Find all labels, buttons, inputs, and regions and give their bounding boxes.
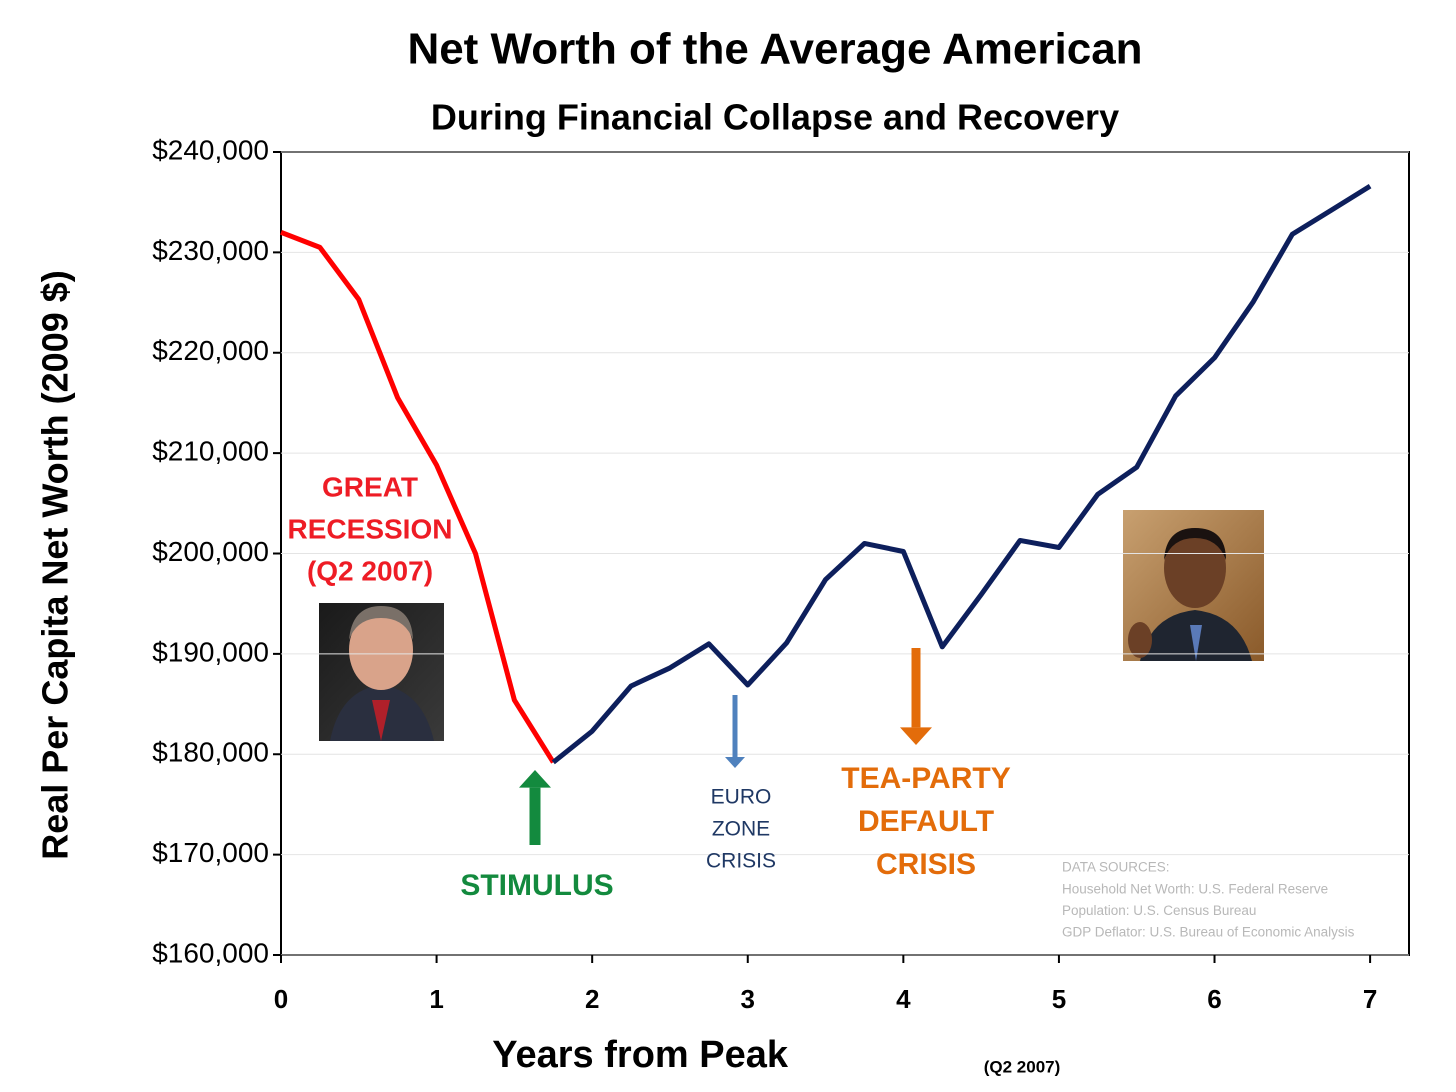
- data-source: DATA SOURCES:: [1062, 860, 1170, 875]
- y-tick-label: $220,000: [152, 335, 269, 366]
- y-tick-label: $180,000: [152, 737, 269, 768]
- stimulus-arrow-head: [519, 770, 551, 788]
- x-tick-label: 3: [741, 984, 755, 1014]
- series-line: [280, 229, 556, 764]
- chart-title: Net Worth of the Average American: [407, 25, 1142, 74]
- y-tick-label: $190,000: [152, 636, 269, 667]
- annotation: CRISIS: [876, 848, 976, 881]
- euro-arrow-head: [725, 757, 745, 768]
- annotation: DEFAULT: [858, 805, 994, 838]
- annotation: EURO: [711, 786, 772, 809]
- y-axis-label: Real Per Capita Net Worth (2009 $): [35, 270, 76, 860]
- data-source: Household Net Worth: U.S. Federal Reserv…: [1062, 881, 1328, 896]
- y-tick-label: $210,000: [152, 436, 269, 467]
- y-tick-label: $200,000: [152, 536, 269, 567]
- x-axis-label: Years from Peak: [492, 1034, 789, 1076]
- x-tick-label: 6: [1207, 984, 1221, 1014]
- chart-subtitle: During Financial Collapse and Recovery: [431, 97, 1119, 138]
- series-line: [551, 184, 1372, 765]
- obama-photo: [1123, 510, 1264, 661]
- x-tick-label: 2: [585, 984, 599, 1014]
- annotation: TEA-PARTY: [841, 762, 1010, 795]
- annotation: RECESSION: [288, 513, 453, 544]
- x-tick-label: 7: [1363, 984, 1377, 1014]
- annotation: ZONE: [712, 818, 770, 841]
- y-tick-label: $160,000: [152, 937, 269, 968]
- annotation: GREAT: [322, 471, 418, 502]
- tea-party-arrow-head: [900, 727, 932, 745]
- x-tick-label: 0: [274, 984, 288, 1014]
- y-tick-label: $240,000: [152, 134, 269, 165]
- x-tick-label: 4: [896, 984, 911, 1014]
- annotation: CRISIS: [706, 850, 776, 873]
- data-source: GDP Deflator: U.S. Bureau of Economic An…: [1062, 925, 1355, 940]
- y-tick-label: $170,000: [152, 837, 269, 868]
- bush-photo: [319, 603, 444, 741]
- data-source: Population: U.S. Census Bureau: [1062, 903, 1256, 918]
- x-tick-label: 1: [429, 984, 443, 1014]
- x-axis-label-note: (Q2 2007): [984, 1057, 1061, 1076]
- x-tick-label: 5: [1052, 984, 1066, 1014]
- annotation: (Q2 2007): [307, 555, 433, 586]
- y-tick-label: $230,000: [152, 235, 269, 266]
- annotation: STIMULUS: [460, 869, 613, 902]
